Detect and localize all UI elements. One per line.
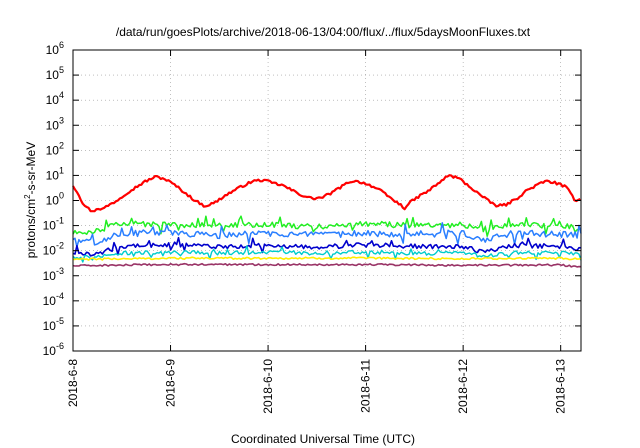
series-line-6 [72,256,582,261]
y-tick-label: 10-3 [43,266,64,283]
series-line-4 [72,236,582,257]
y-tick-label-exp: -6 [56,341,64,351]
y-tick-label-base: 10 [43,244,57,258]
y-tick-label: 100 [46,191,64,208]
y-tick-label: 10-2 [43,241,64,258]
ticks: 10-610-510-410-310-210-11001011021031041… [43,40,581,414]
y-tick-label-exp: 4 [59,90,64,100]
x-tick-label: 2018-6-13 [554,359,568,414]
y-tick-label: 10-5 [43,316,64,333]
y-axis-label: protons/cm2-s-sr-MeV [23,142,38,258]
grid [73,50,581,351]
y-tick-label: 10-6 [43,341,64,358]
y-tick-label: 102 [46,140,64,157]
y-tick-label-exp: -5 [56,316,64,326]
y-tick-label-base: 10 [43,344,57,358]
y-tick-label: 10-1 [43,216,64,233]
y-tick-label-exp: -2 [56,241,64,251]
y-tick-label-base: 10 [46,68,60,82]
y-axis-label-main: protons/cm [24,199,38,258]
y-tick-label: 10-4 [43,291,64,308]
y-tick-label-base: 10 [46,143,60,157]
y-tick-label-exp: -1 [56,216,64,226]
y-tick-label-exp: 6 [59,40,64,50]
x-tick-label: 2018-6-8 [66,359,80,407]
series-line-7 [72,262,582,268]
y-tick-label-base: 10 [46,93,60,107]
y-tick-label-exp: 3 [59,115,64,125]
y-tick-label: 106 [46,40,64,57]
y-tick-label-base: 10 [43,294,57,308]
y-tick-label-exp: 2 [59,140,64,150]
series-line-5 [72,245,582,263]
y-tick-label-base: 10 [46,168,60,182]
x-tick-label: 2018-6-10 [261,359,275,414]
series-line-3 [72,222,582,248]
x-tick-label: 2018-6-9 [164,359,178,407]
y-tick-label: 105 [46,65,64,82]
y-tick-label-exp: 0 [59,191,64,201]
chart-title: /data/run/goesPlots/archive/2018-06-13/0… [116,25,531,39]
y-tick-label-base: 10 [46,194,60,208]
y-tick-label-exp: 1 [59,165,64,175]
y-tick-label: 101 [46,165,64,182]
y-tick-label-base: 10 [43,269,57,283]
y-axis-label-rest: -s-sr-MeV [24,142,38,195]
y-tick-label-exp: -4 [56,291,64,301]
y-tick-label-base: 10 [46,118,60,132]
y-axis-label-sup: 2 [23,194,32,199]
series-line-1 [72,174,581,213]
x-tick-label: 2018-6-12 [456,359,470,414]
y-tick-label: 104 [46,90,64,107]
y-tick-label-base: 10 [46,43,60,57]
x-tick-label: 2018-6-11 [359,359,373,413]
series-line-2 [72,215,582,237]
y-tick-label-exp: -3 [56,266,64,276]
y-tick-label-exp: 5 [59,65,64,75]
y-tick-label-base: 10 [43,219,57,233]
x-axis-label: Coordinated Universal Time (UTC) [231,432,415,446]
y-tick-label: 103 [46,115,64,132]
y-tick-label-base: 10 [43,319,57,333]
series-layer [72,174,582,268]
